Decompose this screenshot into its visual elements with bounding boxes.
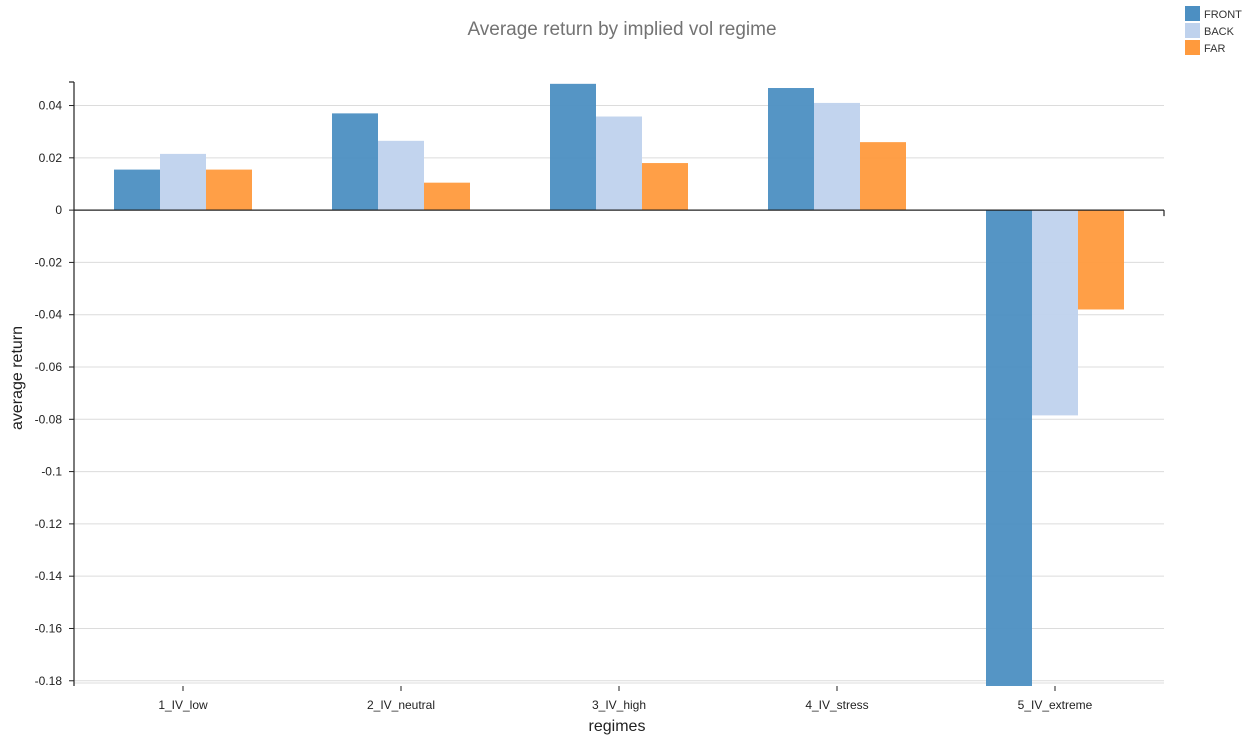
axes [69,81,1165,686]
y-tick-label: -0.14 [35,569,63,583]
bar-back [378,140,424,211]
y-tick-label: -0.16 [35,621,63,635]
y-tick-label: -0.18 [35,674,63,688]
bar-back [814,102,860,211]
grid-lines [74,105,1164,684]
y-tick-label: 0.04 [39,99,63,113]
x-axis-label: regimes [589,718,646,735]
bar-front [550,83,596,211]
bar-back [160,153,206,211]
x-tick-label: 5_IV_extreme [1018,698,1093,712]
bar-far [206,169,252,211]
bars [114,83,1124,686]
y-axis-label: average return [9,326,26,430]
legend-swatch-front [1185,6,1200,21]
bar-far [642,163,688,211]
bar-back [1032,210,1078,416]
bar-far [1078,210,1124,310]
y-tick-label: -0.04 [35,308,63,322]
x-axis-ticks: 1_IV_low 2_IV_neutral 3_IV_high 4_IV_stress… [158,686,1093,712]
bar-front [986,210,1032,686]
legend-label-front: FRONT [1204,9,1242,21]
legend-label-back: BACK [1204,26,1235,38]
legend: FRONT BACK FAR [1185,6,1242,55]
x-tick-label: 1_IV_low [158,698,208,712]
x-tick-label: 3_IV_high [592,698,646,712]
x-tick-label: 4_IV_stress [805,698,868,712]
y-tick-label: -0.1 [41,465,62,479]
x-tick-label: 2_IV_neutral [367,698,435,712]
legend-label-far: FAR [1204,43,1225,55]
y-tick-label: 0.02 [39,151,63,165]
legend-swatch-far [1185,40,1200,55]
y-tick-label: -0.12 [35,517,63,531]
y-tick-label: -0.02 [35,255,63,269]
bar-front [114,169,160,211]
bar-front [768,88,814,211]
bar-front [332,113,378,211]
y-tick-label: -0.06 [35,360,63,374]
y-tick-label: -0.08 [35,412,63,426]
y-tick-label: 0 [55,203,62,217]
chart-title: Average return by implied vol regime [467,19,776,40]
bar-back [596,116,642,211]
bar-far [860,142,906,211]
y-axis-ticks: 0.04 0.02 0 -0.02 -0.04 -0.06 -0.08 -0.1 -0.12 -0… [35,99,74,688]
legend-swatch-back [1185,23,1200,38]
bar-far [424,182,470,211]
